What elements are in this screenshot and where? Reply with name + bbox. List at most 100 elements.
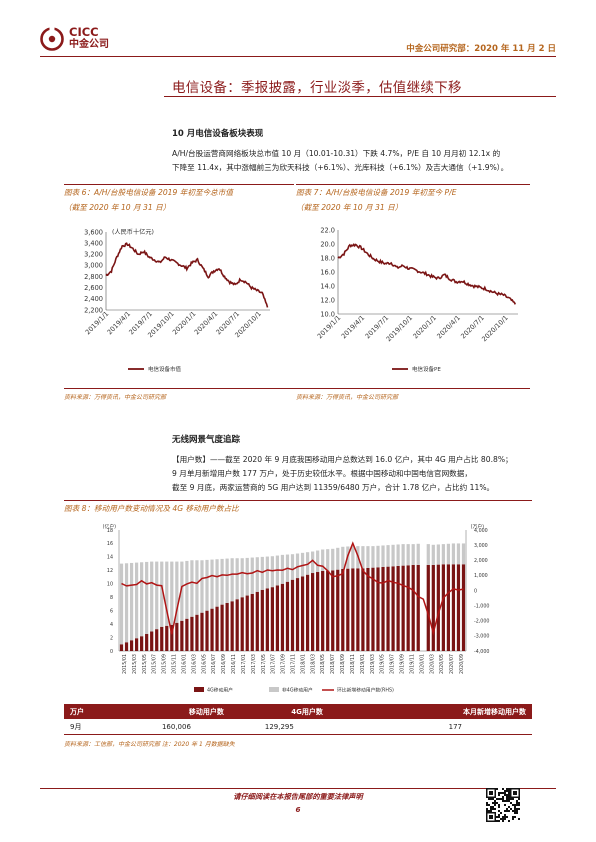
bar-non4g: [265, 556, 269, 589]
fig8-caption: 图表 8：移动用户数变动情况及 4G 移动用户数占比: [64, 504, 239, 513]
table-cell: 177: [328, 719, 532, 735]
bar-non4g: [361, 546, 365, 569]
bar-4g: [311, 573, 315, 651]
legend-swatch: [269, 687, 279, 692]
fig8-caption-box: 图表 8：移动用户数变动情况及 4G 移动用户数占比: [64, 500, 532, 516]
section1-line1: A/H/台股运营商网络板块总市值 10 月（10.01-10.31）下跌 4.7…: [172, 149, 501, 158]
y-tick-label: 20.0: [320, 240, 335, 248]
bar-non4g: [351, 546, 355, 569]
x-tick-label: 2016/03: [191, 654, 197, 674]
bar-non4g: [451, 543, 456, 565]
bar-4g: [265, 588, 269, 651]
x-tick-label: 2020/03: [429, 654, 435, 674]
x-tick-label: 2020/09: [459, 654, 465, 674]
bar-non4g: [295, 553, 300, 579]
bar-4g: [119, 644, 124, 651]
bar-4g: [275, 585, 280, 651]
y-right-tick: 3,000: [474, 543, 488, 549]
bar-4g: [200, 612, 204, 651]
bar-4g: [331, 570, 335, 651]
x-tick-label: 2016/07: [211, 654, 217, 674]
y-left-tick: 8: [110, 595, 113, 601]
bar-non4g: [175, 561, 179, 623]
bar-4g: [446, 564, 451, 651]
bar-non4g: [396, 544, 400, 566]
y-right-tick: 0: [474, 588, 477, 594]
left-unit: (亿户): [103, 523, 116, 530]
logo: CICC 中金公司: [40, 26, 130, 52]
bar-non4g: [411, 544, 415, 565]
y-tick-label: 10.0: [320, 310, 335, 318]
logo-letters: CICC: [69, 25, 99, 39]
bar-non4g: [446, 543, 451, 565]
y-tick-label: 16.0: [320, 268, 335, 276]
user-table: 万户 移动用户数 4G用户数 本月新增移动用户数 9月 160,006 129,…: [64, 704, 532, 735]
section2-paragraph: 【用户数】——截至 2020 年 9 月底我国移动用户总数达到 16.0 亿户，…: [172, 453, 567, 495]
x-tick-label: 2020/01: [419, 654, 425, 674]
bar-non4g: [426, 544, 430, 565]
header-divider: [40, 56, 556, 57]
bar-4g: [145, 633, 149, 651]
bar-4g: [391, 566, 395, 651]
bar-non4g: [145, 561, 149, 634]
bar-non4g: [406, 544, 410, 566]
y-right-tick: -2,000: [474, 619, 489, 625]
y-tick-label: 18.0: [320, 254, 335, 262]
section2-line1: 【用户数】——截至 2020 年 9 月底我国移动用户总数达到 16.0 亿户，…: [172, 455, 513, 464]
bar-non4g: [180, 561, 184, 621]
bar-non4g: [381, 545, 385, 567]
bar-4g: [285, 581, 290, 651]
bar-non4g: [119, 563, 124, 645]
y-right-tick: 2,000: [474, 558, 488, 564]
bar-4g: [134, 638, 139, 651]
bar-4g: [411, 564, 415, 651]
bar-non4g: [245, 557, 249, 596]
bar-non4g: [129, 562, 134, 641]
fig7-caption2: （截至 2020 年 10 月 31 日）: [296, 203, 403, 212]
y-tick-label: 2,800: [84, 273, 103, 281]
y-tick-label: 3,200: [84, 251, 103, 259]
bar-4g: [346, 568, 350, 651]
logo-cn: 中金公司: [69, 39, 109, 50]
bar-4g: [240, 597, 244, 651]
table-cell: 160,006: [123, 719, 230, 735]
fig6-caption-box: 图表 6：A/H/台股电信设备 2019 年初至今总市值 （截至 2020 年 …: [64, 184, 294, 215]
title-underline: [164, 96, 556, 97]
fig6-caption2: （截至 2020 年 10 月 31 日）: [64, 203, 171, 212]
bar-non4g: [270, 556, 274, 588]
bar-4g: [260, 589, 264, 651]
bar-4g: [175, 622, 179, 651]
bar-non4g: [290, 554, 295, 580]
x-tick-label: 2019/03: [370, 654, 376, 674]
bar-4g: [215, 606, 219, 651]
bar-4g: [451, 564, 456, 651]
bar-4g: [235, 599, 239, 651]
bar-4g: [270, 587, 274, 651]
bar-non4g: [461, 543, 466, 565]
fig6-unit: (人民币十亿元): [112, 228, 154, 236]
bar-4g: [210, 608, 214, 651]
bar-non4g: [170, 561, 174, 625]
bar-4g: [431, 564, 435, 651]
bar-non4g: [230, 558, 234, 602]
bar-4g: [366, 567, 370, 651]
x-tick-label: 2019/09: [400, 654, 406, 674]
bar-4g: [326, 570, 330, 651]
fig6-chart: 3,600 3,400 3,200 3,000 2,800 2,600 2,400 2,200…: [84, 228, 270, 373]
bar-non4g: [220, 558, 224, 605]
data-line: [337, 242, 517, 305]
x-tick-label: 2015/07: [152, 654, 158, 674]
x-tick-label: 2016/11: [231, 654, 237, 674]
y-tick-label: 14.0: [320, 282, 335, 290]
bar-4g: [321, 571, 325, 651]
bar-non4g: [311, 551, 315, 574]
y-left-tick: 18: [107, 528, 113, 534]
section1-paragraph: A/H/台股运营商网络板块总市值 10 月（10.01-10.31）下跌 4.7…: [172, 147, 567, 175]
legend-label: 电信设备市值: [148, 365, 182, 373]
bar-non4g: [235, 558, 239, 600]
bar-non4g: [255, 557, 259, 592]
bar-4g: [185, 618, 189, 651]
y-tick-label: 22.0: [320, 226, 335, 234]
bar-non4g: [140, 562, 144, 637]
bar-4g: [190, 616, 194, 651]
